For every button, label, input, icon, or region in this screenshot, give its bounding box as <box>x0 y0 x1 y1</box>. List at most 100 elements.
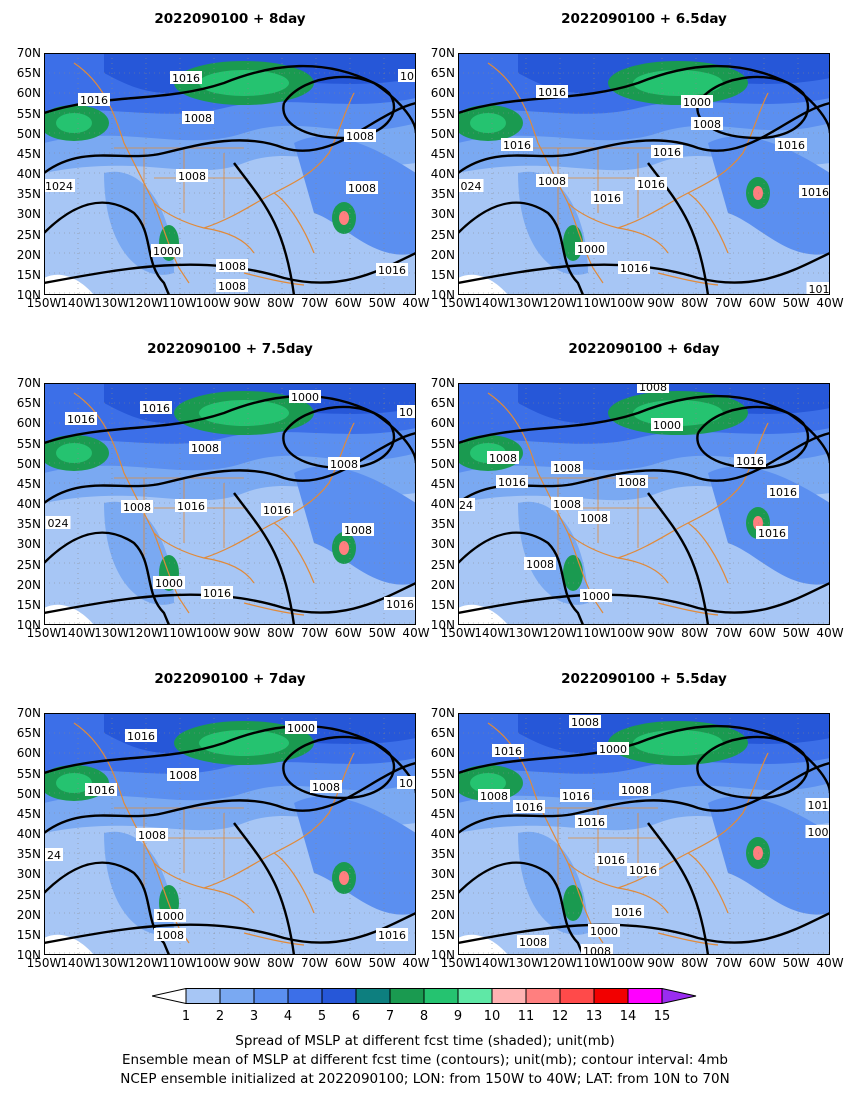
latitude-tick-label: 25N <box>16 557 41 572</box>
isobar-label-box <box>551 461 583 474</box>
isobar-contour <box>647 162 710 295</box>
isobar-label: 1008 <box>154 928 186 942</box>
isobar-label-text: 1016 <box>653 146 681 159</box>
colorbar-segment <box>287 988 323 1004</box>
isobar-label: 1008 <box>182 111 214 125</box>
isobar-contour <box>458 251 830 285</box>
latitude-tick-label: 30N <box>430 867 455 882</box>
longitude-tick-label: 150W <box>26 296 62 310</box>
colorbar-segment <box>423 988 459 1004</box>
isobar-label-text: 1016 <box>637 178 665 191</box>
isobar-label-text: 1008 <box>538 175 566 188</box>
longitude-tick-label: 50W <box>782 626 810 640</box>
coastline <box>487 722 769 946</box>
isobar-label: 1016 <box>501 138 533 152</box>
isobar-label: 1016 <box>799 185 830 199</box>
isobar-label-text: 1008 <box>123 501 151 514</box>
colorbar-segment <box>219 988 255 1004</box>
longitude-tick-label: 110W <box>575 296 611 310</box>
isobar-label-text: 1016 <box>515 801 543 814</box>
isobar-label: 1008 <box>569 715 601 729</box>
isobar-label-text: 1016 <box>80 94 108 107</box>
longitude-tick-label: 40W <box>402 956 430 970</box>
isobar-label-box <box>595 853 627 866</box>
isobar-label-text: 1016 <box>562 790 590 803</box>
isobar-label-text: 1016 <box>87 784 115 797</box>
longitude-tick-label: 130W <box>94 626 130 640</box>
latitude-tick-label: 70N <box>430 706 455 720</box>
mslp-map-panel: 1000 1016 1016 1008 1008 1016 1008 1016 024 1008 1… <box>44 383 416 625</box>
isobar-label-text: 24 <box>459 499 473 512</box>
latitude-tick-label: 20N <box>16 907 41 922</box>
isobar-label: 1016 <box>775 138 807 152</box>
longitude-tick-label: 60W <box>748 296 776 310</box>
isobar-label: 1016 <box>756 526 788 540</box>
isobar-label-text: 1008 <box>156 929 184 942</box>
longitude-tick-label: 140W <box>60 956 96 970</box>
isobar-label-text: 1016 <box>378 929 406 942</box>
isobar-label-box <box>569 715 601 728</box>
isobar-label-text: 1016 <box>378 264 406 277</box>
isobar-label-box <box>618 261 650 274</box>
latitude-tick-label: 35N <box>430 517 455 532</box>
isobar-label-text: 1016 <box>503 139 531 152</box>
isobar-label-box <box>310 780 342 793</box>
isobar-label: 1008 <box>619 783 651 797</box>
latitude-tick-label: 20N <box>430 907 455 922</box>
isobar-label: 1016 <box>560 789 592 803</box>
longitude-tick-label: 70W <box>300 626 329 640</box>
isobar-contour <box>647 822 710 955</box>
mslp-map-panel: 1008 1000 1016 1008 1016 1008 1016 1016 1016 1016… <box>458 713 830 955</box>
isobar-label-box <box>289 390 321 403</box>
isobar-contour <box>458 761 830 834</box>
colorbar-tick-label: 11 <box>517 1009 535 1024</box>
latitude-tick-label: 50N <box>430 456 455 471</box>
isobar-contour <box>458 101 830 174</box>
latitude-tick-label: 45N <box>16 806 41 821</box>
colorbar-segment <box>389 988 425 1004</box>
longitude-tick-label: 40W <box>402 296 430 310</box>
isobar-label-text: 1000 <box>582 590 610 603</box>
isobar-label-box <box>376 928 408 941</box>
longitude-tick-label: 90W <box>233 626 261 640</box>
isobar-label-box <box>597 742 629 755</box>
isobar-label-text: 1008 <box>191 442 219 455</box>
colorbar-segment <box>321 988 357 1004</box>
longitude-tick-label: 40W <box>816 956 844 970</box>
isobar-label: 1000 <box>588 924 620 938</box>
isobar-label: 1008 <box>551 461 583 475</box>
panel-title: 2022090100 + 7.5day <box>147 341 313 357</box>
isobar-label-text: 10 <box>399 777 413 790</box>
isobar-label: 1016 <box>536 85 568 99</box>
isobar-contour <box>233 162 296 295</box>
latitude-tick-label: 35N <box>16 847 41 862</box>
isobar-contour <box>44 724 416 794</box>
mslp-map-panel: 1016 1000 1008 1016 1016 1016 1008 1016 024 1016 1… <box>458 53 830 295</box>
isobar-label-text: 1008 <box>330 458 358 471</box>
isobar-label: 1008 <box>342 523 374 537</box>
isobar-label: 1016 <box>767 485 799 499</box>
longitude-tick-label: 140W <box>60 626 96 640</box>
isobar-label-box <box>651 418 683 431</box>
isobar-label: 1008 <box>517 935 549 949</box>
colorbar-tick-label: 12 <box>551 1009 569 1024</box>
isobar-label: 1016 <box>65 412 97 426</box>
isobar-label: 1016 <box>496 475 528 489</box>
isobar-label: 1024 <box>44 179 75 193</box>
panel-title: 2022090100 + 6.5day <box>561 11 727 27</box>
colorbar-tick-label: 7 <box>385 1009 395 1024</box>
latitude-tick-label: 45N <box>430 806 455 821</box>
mslp-map-panel: 1016 1016 1008 1008 1008 1024 1008 1000 1008 1016… <box>44 53 416 295</box>
isobar-label: 1008 <box>167 768 199 782</box>
isobar-label: 1016 <box>651 145 683 159</box>
isobar-label-text: 1016 <box>629 864 657 877</box>
longitude-tick-label: 80W <box>681 626 709 640</box>
spread-maximum <box>56 113 92 133</box>
isobar-label: 1008 <box>487 451 519 465</box>
isobar-label: 1008 <box>536 174 568 188</box>
longitude-tick-label: 80W <box>267 296 295 310</box>
isobar-label-box <box>581 944 613 955</box>
colorbar-arrow-high <box>661 987 697 1005</box>
isobar-label-text: 1016 <box>263 504 291 517</box>
colorbar-segment <box>185 988 221 1004</box>
